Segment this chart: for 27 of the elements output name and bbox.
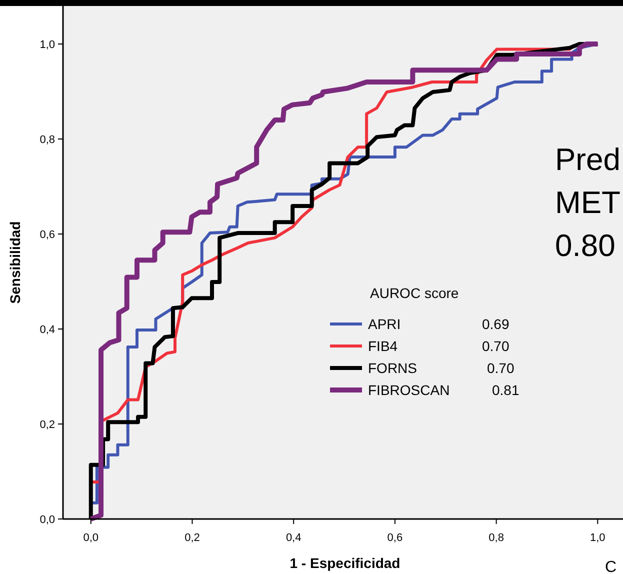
y-tick-label: 0,4 bbox=[40, 324, 55, 336]
annotation: Pred bbox=[555, 142, 620, 177]
annotation: 0.70 bbox=[487, 360, 514, 376]
x-tick-label: 0,6 bbox=[387, 532, 403, 544]
annotation: 0.69 bbox=[482, 316, 510, 332]
x-axis-title: 1 - Especificidad bbox=[290, 555, 400, 571]
x-tick-label: 0,8 bbox=[488, 532, 504, 544]
annotation: 0.81 bbox=[492, 382, 520, 398]
annotation: 0.70 bbox=[482, 338, 510, 354]
y-tick-label: 0,6 bbox=[40, 228, 55, 241]
legend-label: APRI bbox=[368, 316, 401, 332]
x-tick-label: 0,0 bbox=[83, 532, 99, 544]
y-tick-label: 0,0 bbox=[40, 514, 55, 526]
annotation: MET bbox=[555, 185, 620, 220]
x-tick-label: 0,2 bbox=[184, 532, 200, 544]
x-tick-label: 0,4 bbox=[286, 532, 302, 544]
annotation: 0.80 bbox=[555, 228, 616, 263]
x-tick-label: 1,0 bbox=[590, 532, 606, 544]
y-tick-label: 1,0 bbox=[40, 38, 55, 51]
y-axis-title: Sensibilidad bbox=[7, 221, 23, 304]
y-tick-label: 0,2 bbox=[40, 418, 55, 431]
legend-title: AUROC score bbox=[370, 285, 459, 301]
legend-label: FIB4 bbox=[368, 338, 398, 354]
legend-label: FIBROSCAN bbox=[368, 382, 450, 398]
y-tick-label: 0,8 bbox=[40, 134, 55, 146]
text: C bbox=[605, 559, 617, 574]
legend-label: FORNS bbox=[368, 360, 417, 376]
